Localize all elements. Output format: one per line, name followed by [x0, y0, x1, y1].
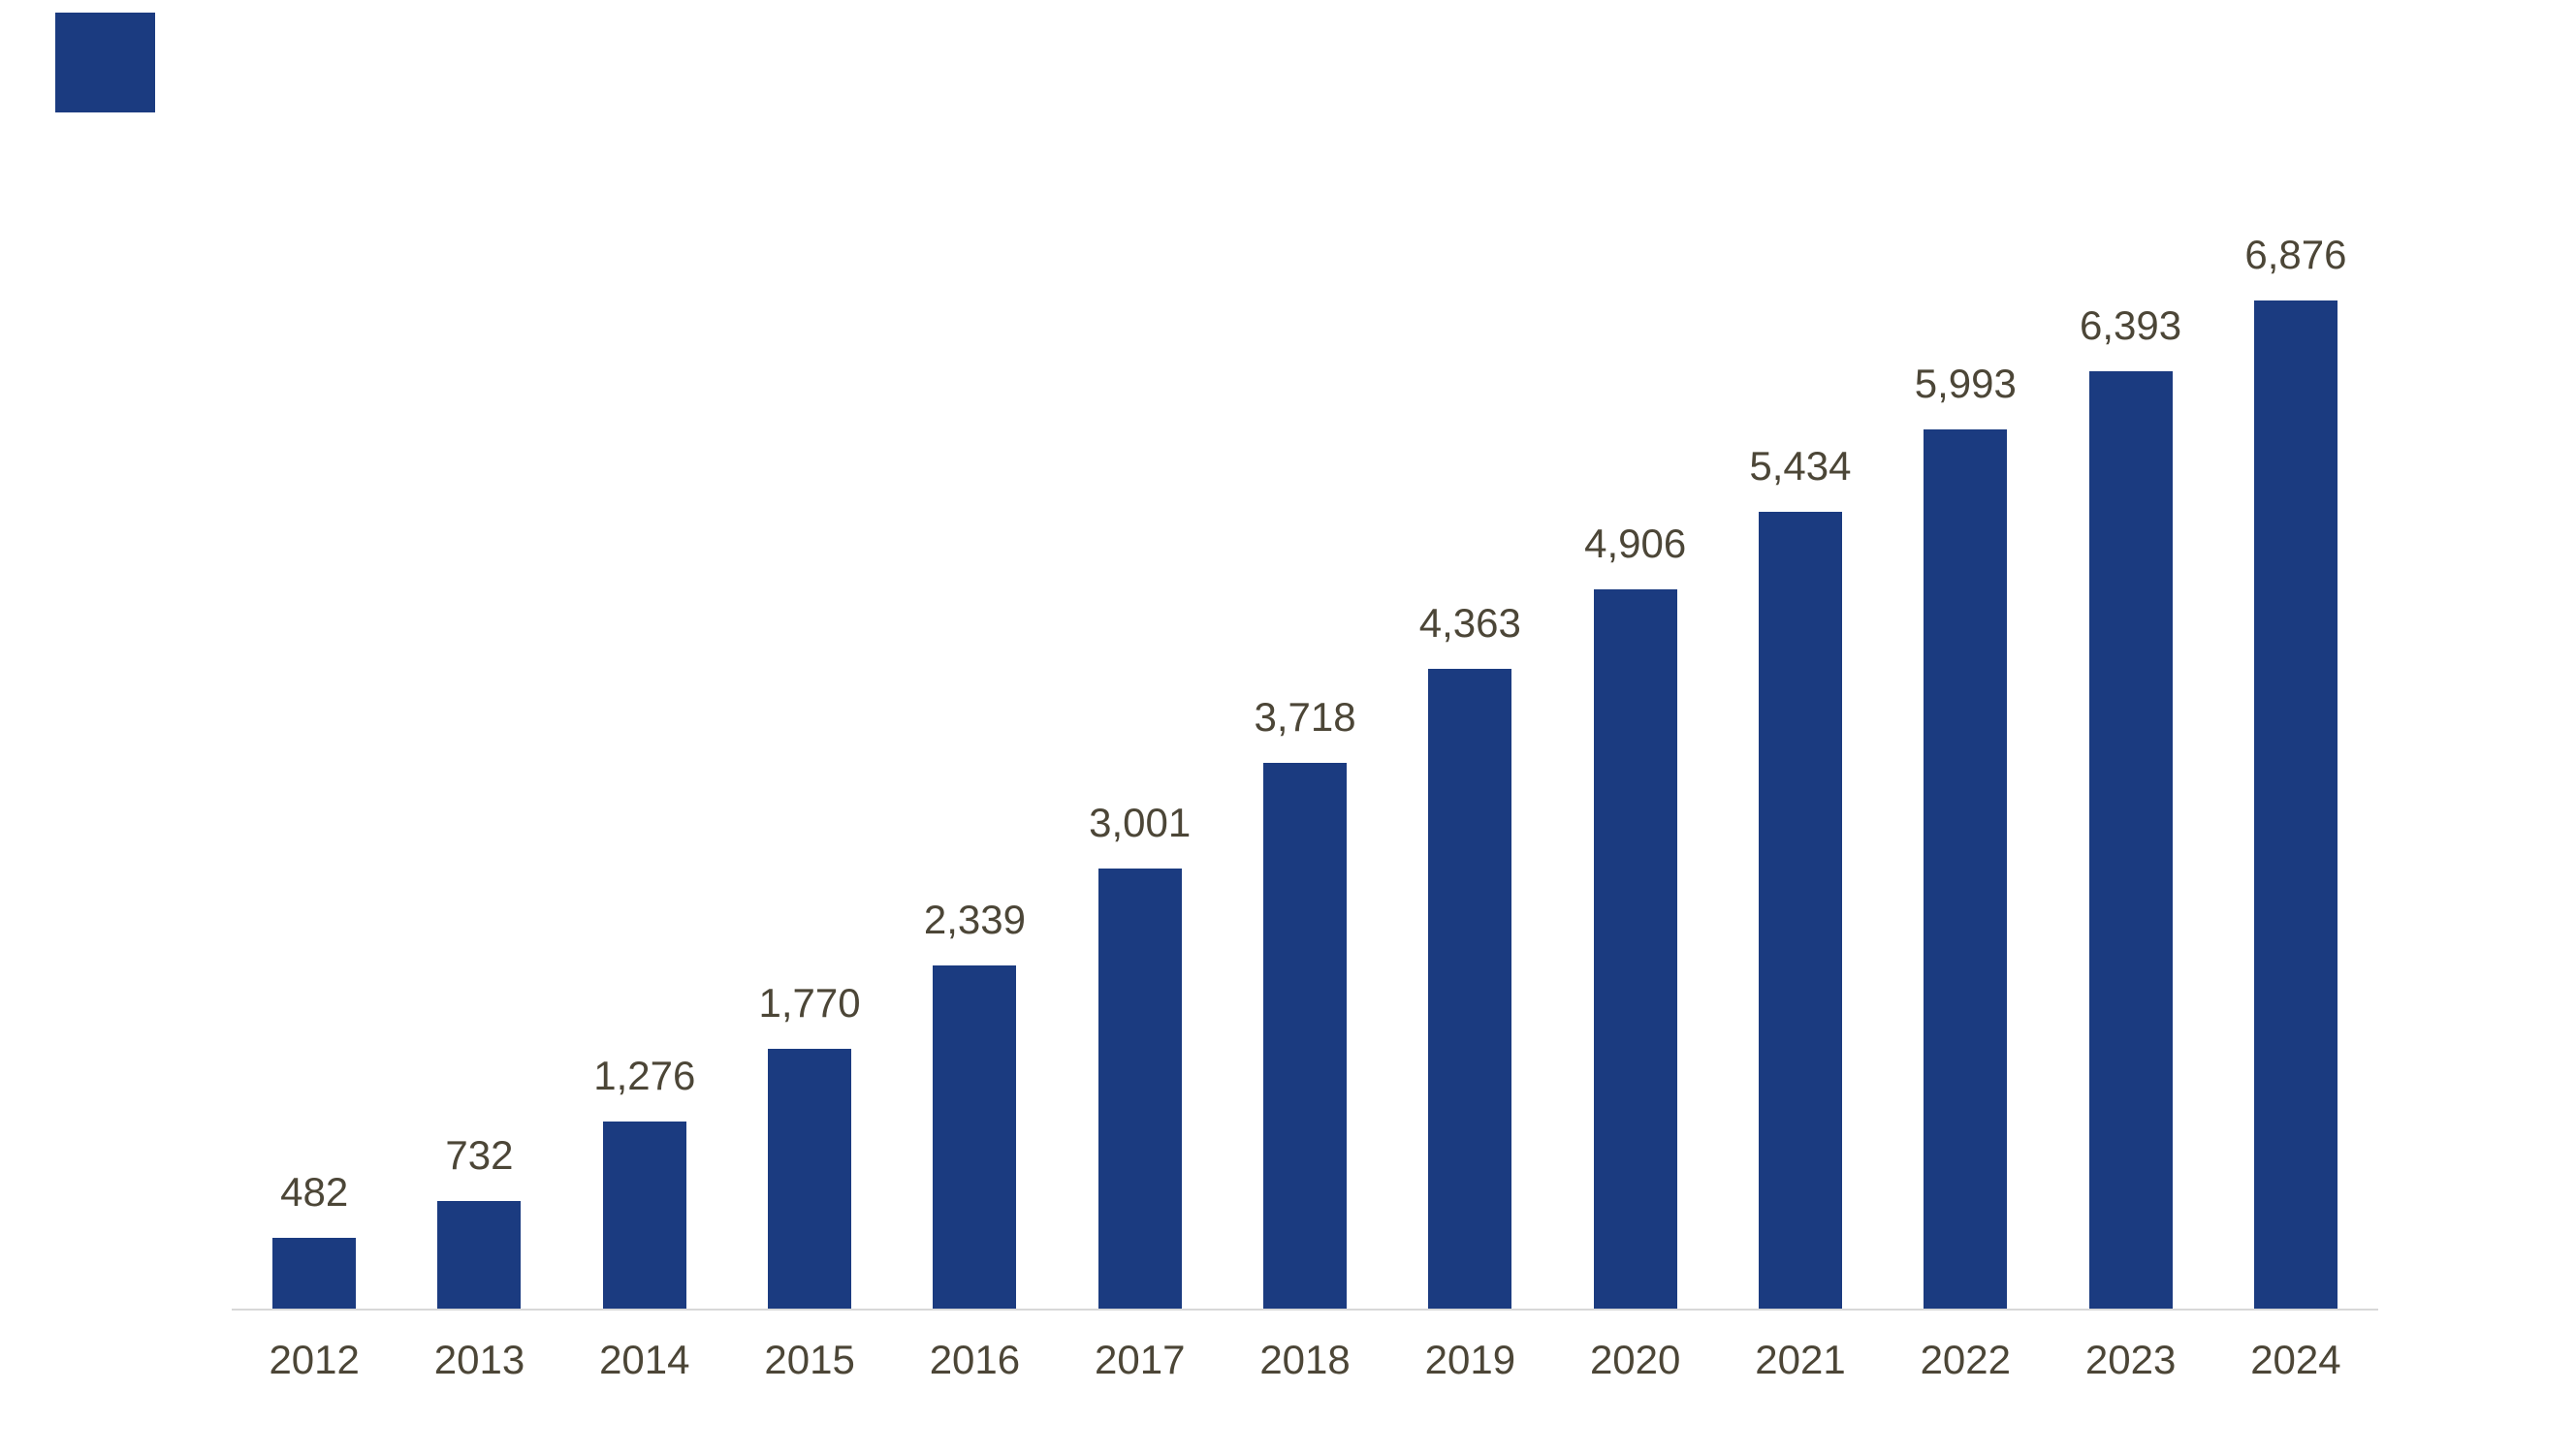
bar-2014: [602, 1122, 686, 1309]
bar-column-2014: 1,276: [562, 1056, 727, 1309]
value-label-2020: 4,906: [1584, 521, 1687, 566]
value-label-2016: 2,339: [923, 897, 1026, 942]
x-tick-2018: 2018: [1223, 1311, 1387, 1380]
x-axis: 2012 2013 2014 2015 2016 2017 2018 2019 2020 2021…: [232, 1311, 2378, 1380]
value-label-2018: 3,718: [1254, 694, 1356, 740]
bar-column-2013: 732: [397, 1135, 561, 1309]
bar-column-2012: 482: [232, 1172, 397, 1309]
x-tick-label-2021: 2021: [1755, 1337, 1846, 1382]
bar-column-2022: 5,993: [1883, 364, 2048, 1309]
bar-2015: [768, 1049, 852, 1309]
value-label-2017: 3,001: [1089, 800, 1192, 845]
value-label-2022: 5,993: [1914, 361, 2017, 406]
corner-accent-square: [55, 13, 155, 112]
x-tick-2022: 2022: [1883, 1311, 2048, 1380]
plot-area: 482 732 1,276 1,770 2,339 3,001 3,718 4,363 4,90…: [232, 0, 2378, 1311]
bar-column-2023: 6,393: [2048, 305, 2212, 1309]
x-tick-label-2016: 2016: [929, 1337, 1021, 1382]
bar-2012: [272, 1238, 357, 1309]
x-tick-2013: 2013: [397, 1311, 561, 1380]
x-tick-label-2012: 2012: [269, 1337, 360, 1382]
bar-2023: [2088, 371, 2173, 1309]
x-tick-label-2019: 2019: [1424, 1337, 1516, 1382]
bar-2021: [1758, 512, 1842, 1309]
x-tick-2012: 2012: [232, 1311, 397, 1380]
x-tick-2021: 2021: [1718, 1311, 1883, 1380]
x-tick-2023: 2023: [2048, 1311, 2212, 1380]
value-label-2013: 732: [445, 1132, 514, 1178]
x-tick-2020: 2020: [1553, 1311, 1718, 1380]
bar-column-2017: 3,001: [1058, 803, 1223, 1309]
x-tick-2019: 2019: [1387, 1311, 1552, 1380]
x-tick-2024: 2024: [2213, 1311, 2378, 1380]
x-tick-label-2020: 2020: [1589, 1337, 1681, 1382]
bar-column-2020: 4,906: [1553, 523, 1718, 1309]
x-tick-label-2023: 2023: [2084, 1337, 2177, 1382]
bar-2019: [1428, 669, 1512, 1309]
x-tick-2015: 2015: [727, 1311, 892, 1380]
bar-2017: [1097, 869, 1182, 1309]
bar-column-2018: 3,718: [1223, 697, 1387, 1309]
value-label-2023: 6,393: [2080, 302, 2182, 348]
value-label-2024: 6,876: [2244, 232, 2347, 277]
value-label-2015: 1,770: [758, 980, 861, 1026]
value-label-2012: 482: [280, 1169, 349, 1215]
bar-2016: [933, 965, 1017, 1309]
x-tick-2014: 2014: [562, 1311, 727, 1380]
x-tick-label-2024: 2024: [2250, 1337, 2341, 1382]
x-tick-label-2017: 2017: [1095, 1337, 1186, 1382]
x-tick-2017: 2017: [1058, 1311, 1223, 1380]
bar-2020: [1593, 589, 1677, 1309]
value-label-2019: 4,363: [1418, 600, 1521, 646]
x-tick-label-2018: 2018: [1259, 1337, 1351, 1382]
value-label-2014: 1,276: [593, 1053, 696, 1098]
x-tick-label-2015: 2015: [764, 1337, 855, 1382]
x-tick-label-2014: 2014: [599, 1337, 690, 1382]
bar-column-2019: 4,363: [1387, 603, 1552, 1309]
bar-chart: 482 732 1,276 1,770 2,339 3,001 3,718 4,363 4,90…: [232, 0, 2378, 1380]
bar-column-2016: 2,339: [892, 900, 1057, 1309]
value-label-2021: 5,434: [1749, 443, 1852, 489]
bar-column-2015: 1,770: [727, 983, 892, 1309]
bar-2018: [1263, 763, 1348, 1309]
bar-column-2021: 5,434: [1718, 446, 1883, 1309]
bar-2022: [1924, 429, 2008, 1309]
x-tick-label-2013: 2013: [433, 1337, 525, 1382]
x-tick-2016: 2016: [892, 1311, 1057, 1380]
x-tick-label-2022: 2022: [1920, 1337, 2011, 1382]
bar-column-2024: 6,876: [2213, 235, 2378, 1309]
bar-2024: [2253, 300, 2337, 1309]
bar-2013: [437, 1201, 522, 1309]
